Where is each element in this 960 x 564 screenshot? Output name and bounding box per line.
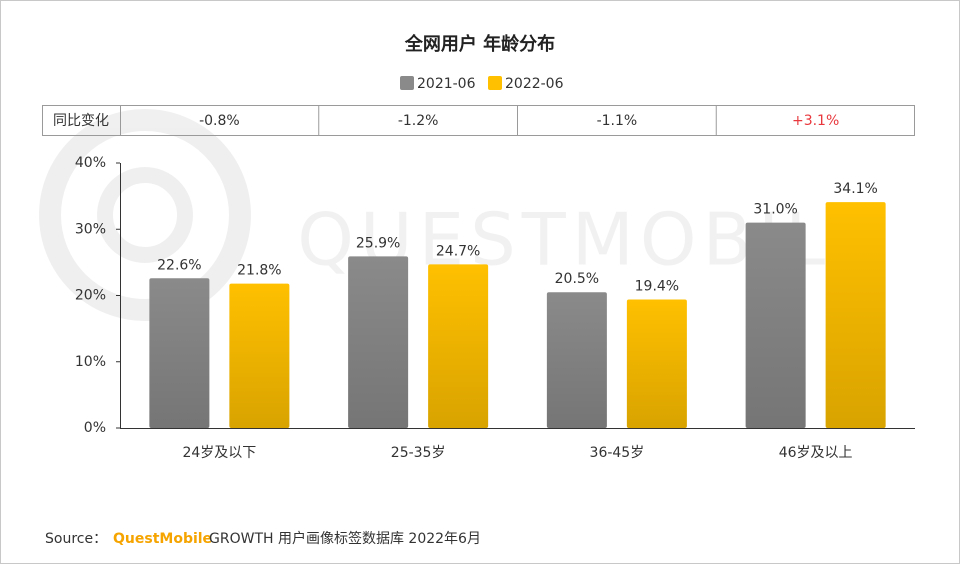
x-tick-label: 24岁及以下 <box>182 445 256 461</box>
change-label: 同比变化 <box>53 113 109 129</box>
bar-shade <box>546 292 607 428</box>
source-brand: QuestMobile <box>113 531 212 547</box>
y-tick-label: 10% <box>75 354 106 370</box>
data-label: 22.6% <box>157 257 201 273</box>
source-text: GROWTH 用户画像标签数据库 2022年6月 <box>209 530 481 547</box>
bar-shade <box>745 222 806 428</box>
y-tick-label: 40% <box>75 155 106 171</box>
change-value: +3.1% <box>792 113 839 129</box>
data-label: 24.7% <box>436 243 480 259</box>
data-label: 31.0% <box>753 202 797 218</box>
chart-title: 全网用户 年龄分布 <box>404 33 555 55</box>
legend-swatch <box>400 76 414 90</box>
x-tick-label: 46岁及以上 <box>779 445 853 461</box>
bar-shade <box>149 278 210 428</box>
change-table <box>42 105 915 136</box>
change-value: -0.8% <box>199 113 240 129</box>
legend-label: 2022-06 <box>505 76 564 92</box>
bar-shade <box>825 202 886 428</box>
bar-shade <box>428 264 489 428</box>
bar-shade <box>229 283 290 428</box>
bar-shade <box>348 256 409 428</box>
data-label: 20.5% <box>555 271 599 287</box>
y-tick-label: 30% <box>75 221 106 237</box>
watermark-logo <box>39 109 251 321</box>
data-label: 19.4% <box>635 278 679 294</box>
data-label: 25.9% <box>356 235 400 251</box>
change-value: -1.2% <box>398 113 439 129</box>
legend-swatch <box>488 76 502 90</box>
y-tick-label: 0% <box>84 420 106 436</box>
bar-shade <box>626 299 687 428</box>
x-tick-label: 25-35岁 <box>391 445 446 461</box>
y-tick-label: 20% <box>75 288 106 304</box>
x-tick-label: 36-45岁 <box>590 445 645 461</box>
data-label: 34.1% <box>833 181 877 197</box>
change-value: -1.1% <box>597 113 638 129</box>
source-prefix: Source： <box>45 531 107 547</box>
data-label: 21.8% <box>237 263 281 279</box>
legend-label: 2021-06 <box>417 76 476 92</box>
